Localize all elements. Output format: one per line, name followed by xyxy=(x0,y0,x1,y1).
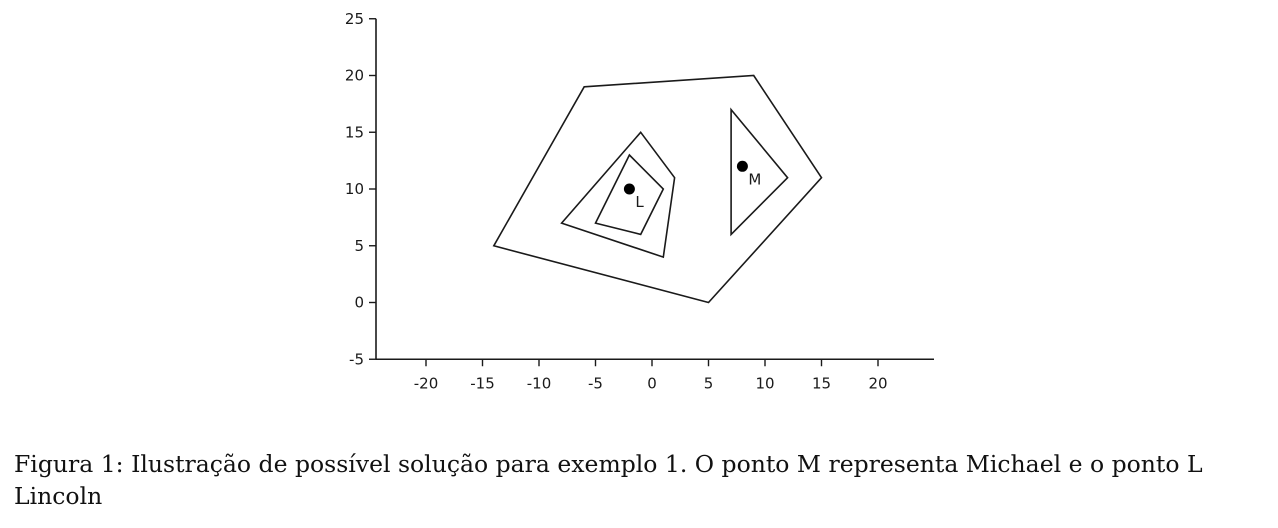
x-ticks: -20 -15 -10 -5 0 5 10 15 20 xyxy=(414,359,888,392)
x-tick-label: -10 xyxy=(527,374,552,392)
figure-caption: Figura 1: Ilustração de possível solução… xyxy=(14,448,1268,512)
y-tick-label: 20 xyxy=(345,67,364,85)
x-tick-label: 15 xyxy=(812,374,831,392)
x-tick-label: 20 xyxy=(868,374,887,392)
caption-text: Ilustração de possível solução para exem… xyxy=(14,450,1203,510)
y-tick-label: 15 xyxy=(345,123,364,141)
y-tick-label: 10 xyxy=(345,180,364,198)
x-tick-label: 10 xyxy=(755,374,774,392)
axes xyxy=(375,18,934,361)
point-m xyxy=(736,160,748,172)
point-l xyxy=(623,183,635,195)
y-tick-label: 25 xyxy=(345,10,364,28)
y-tick-label: 5 xyxy=(354,237,364,255)
point-label-m: M xyxy=(748,170,761,188)
point-label-l: L xyxy=(635,193,644,211)
x-tick-label: -5 xyxy=(588,374,603,392)
polygon-region xyxy=(730,107,789,237)
x-tick-label: 5 xyxy=(704,374,714,392)
y-tick-label: -5 xyxy=(349,350,364,368)
x-tick-label: -15 xyxy=(470,374,495,392)
polygons xyxy=(492,74,823,304)
polygon-region xyxy=(492,74,823,304)
y-ticks: -5 0 5 10 15 20 25 xyxy=(345,10,376,368)
caption-label: Figura 1: xyxy=(14,450,124,478)
polygon-region xyxy=(594,153,665,236)
x-tick-label: -20 xyxy=(414,374,439,392)
polygon-region xyxy=(560,131,676,259)
points: LM xyxy=(623,160,761,211)
y-tick-label: 0 xyxy=(354,294,364,312)
x-tick-label: 0 xyxy=(647,374,657,392)
